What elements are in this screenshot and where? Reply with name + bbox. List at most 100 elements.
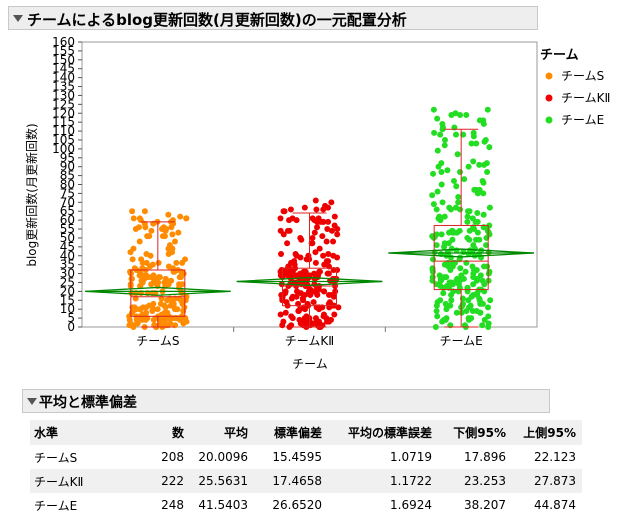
- cell-count: 222: [161, 474, 184, 488]
- data-point: [481, 316, 488, 323]
- data-point: [433, 206, 440, 213]
- data-point: [182, 297, 189, 304]
- data-point: [452, 204, 459, 211]
- collapse-triangle-icon[interactable]: [13, 15, 23, 22]
- legend-item-KII: チームKⅡ: [561, 91, 610, 105]
- y-tick-label: 5: [67, 311, 75, 325]
- data-point: [434, 147, 441, 154]
- data-point: [325, 204, 332, 211]
- data-point: [292, 250, 299, 257]
- data-point: [132, 226, 139, 233]
- table-header-row: 水準 数 平均 標準偏差 平均の標準誤差 下側95% 上側95%: [30, 420, 582, 445]
- data-point: [143, 272, 150, 279]
- y-tick-label: 155: [52, 44, 75, 58]
- data-point: [453, 277, 460, 284]
- y-tick-label: 30: [60, 267, 75, 281]
- cell-level: チームKⅡ: [34, 474, 84, 489]
- data-point: [473, 236, 480, 243]
- y-tick-label: 135: [52, 80, 75, 94]
- data-point: [448, 291, 455, 298]
- report-title-bar[interactable]: チームによるblog更新回数(月更新回数)の一元配置分析: [8, 6, 538, 30]
- data-point: [312, 315, 319, 322]
- data-point: [320, 218, 327, 225]
- x-axis-label: チーム: [292, 357, 328, 371]
- data-point: [130, 307, 137, 314]
- y-tick-label: 160: [52, 35, 75, 49]
- y-tick-label: 100: [52, 142, 75, 156]
- cell-lower95: 38.207: [464, 498, 506, 512]
- data-point: [485, 320, 492, 327]
- data-point: [454, 151, 461, 158]
- data-point: [464, 213, 471, 220]
- x-tick-label: チームE: [440, 334, 483, 348]
- y-tick-label: 0: [67, 320, 75, 334]
- data-point: [330, 293, 337, 300]
- data-point: [280, 318, 287, 325]
- y-tick-label: 80: [60, 178, 75, 192]
- y-tick-label: 60: [60, 213, 75, 227]
- y-tick-label: 110: [52, 124, 75, 138]
- data-point: [487, 297, 494, 304]
- data-point: [319, 233, 326, 240]
- data-point: [463, 112, 470, 119]
- data-point: [484, 304, 491, 311]
- data-point: [440, 290, 447, 297]
- data-point: [441, 213, 448, 220]
- cell-level: チームE: [34, 498, 78, 513]
- col-header-level: 水準: [34, 425, 59, 440]
- data-point: [486, 204, 493, 211]
- data-point: [155, 274, 162, 281]
- data-point: [307, 286, 314, 293]
- data-point: [162, 304, 169, 311]
- data-point: [296, 277, 303, 284]
- data-point: [434, 313, 441, 320]
- data-point: [286, 227, 293, 234]
- data-point: [466, 236, 473, 243]
- cell-upper95: 44.874: [534, 498, 576, 512]
- y-tick-label: 15: [60, 293, 75, 307]
- y-tick-label: 10: [60, 302, 75, 316]
- data-point: [465, 163, 472, 170]
- data-point: [168, 224, 175, 231]
- data-point: [321, 288, 328, 295]
- data-point: [486, 144, 493, 151]
- data-point: [331, 213, 338, 220]
- data-point: [470, 242, 477, 249]
- table-title-bar[interactable]: 平均と標準偏差: [22, 389, 550, 413]
- y-tick-label: 75: [60, 186, 75, 200]
- y-tick-label: 95: [60, 151, 75, 165]
- data-point: [439, 120, 446, 127]
- legend: チーム チームS チームKⅡ チームE: [540, 48, 610, 127]
- data-point: [324, 226, 331, 233]
- data-point: [293, 217, 300, 224]
- means-std-table: 水準 数 平均 標準偏差 平均の標準誤差 下側95% 上側95% チームS 20…: [30, 420, 582, 517]
- data-point: [441, 136, 448, 143]
- data-point: [169, 231, 176, 238]
- data-point: [441, 142, 448, 149]
- data-point: [462, 268, 469, 275]
- data-point: [447, 254, 454, 261]
- data-point: [430, 201, 437, 208]
- data-point: [316, 306, 323, 313]
- col-header-stderr: 平均の標準誤差: [347, 425, 432, 440]
- y-tick-label: 90: [60, 160, 75, 174]
- y-tick-label: 115: [52, 115, 75, 129]
- data-point: [325, 218, 332, 225]
- y-tick-label: 25: [60, 275, 75, 289]
- y-tick-label: 40: [60, 249, 75, 263]
- collapse-triangle-icon[interactable]: [27, 398, 37, 405]
- data-point: [434, 115, 441, 122]
- y-tick-label: 85: [60, 169, 75, 183]
- data-point: [460, 249, 467, 256]
- data-point: [295, 307, 302, 314]
- data-point: [480, 179, 487, 186]
- x-tick-label: チームKⅡ: [285, 334, 334, 348]
- data-point: [316, 245, 323, 252]
- data-point: [332, 288, 339, 295]
- data-point: [154, 306, 161, 313]
- data-point: [130, 215, 137, 222]
- data-point: [473, 267, 480, 273]
- data-point: [175, 229, 182, 236]
- data-point: [461, 176, 468, 183]
- col-header-upper95: 上側95%: [523, 425, 576, 440]
